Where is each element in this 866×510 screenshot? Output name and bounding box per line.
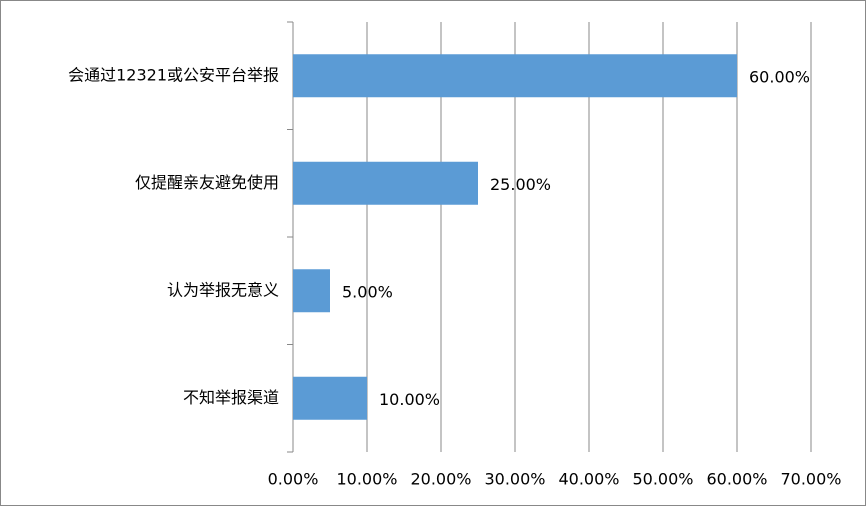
x-tick-label: 30.00% (484, 470, 545, 489)
value-label: 5.00% (342, 282, 393, 301)
x-tick-label: 10.00% (336, 470, 397, 489)
x-tick-label: 20.00% (410, 470, 471, 489)
value-label: 60.00% (749, 67, 810, 86)
bar (293, 54, 737, 98)
y-tick-label: 不知举报渠道 (183, 388, 279, 407)
bar (293, 376, 367, 420)
bar (293, 161, 478, 205)
bar (293, 269, 330, 313)
x-tick-label: 40.00% (558, 470, 619, 489)
y-tick-label: 会通过12321或公安平台举报 (68, 65, 279, 84)
x-tick-label: 50.00% (632, 470, 693, 489)
value-label: 25.00% (490, 175, 551, 194)
value-label: 10.00% (379, 390, 440, 409)
y-tick-label: 认为举报无意义 (167, 280, 279, 299)
x-tick-label: 0.00% (268, 470, 319, 489)
y-tick-label: 仅提醒亲友避免使用 (135, 173, 279, 192)
x-tick-label: 70.00% (780, 470, 841, 489)
x-tick-label: 60.00% (706, 470, 767, 489)
